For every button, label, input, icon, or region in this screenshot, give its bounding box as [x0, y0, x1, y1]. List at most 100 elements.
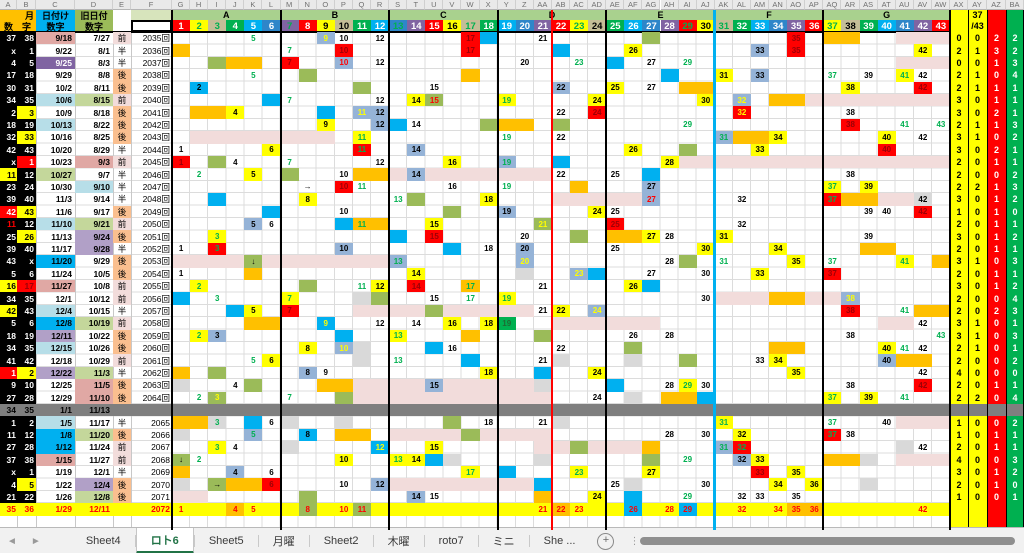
timing-cell[interactable]: 後	[113, 106, 131, 119]
grid-cell[interactable]	[244, 267, 263, 280]
round-cell[interactable]: 2058回	[142, 318, 170, 329]
grid-cell[interactable]	[823, 32, 842, 45]
grid-cell[interactable]	[443, 416, 462, 429]
count-ax[interactable]: 3	[956, 132, 962, 143]
old-date-cell[interactable]: 11/5	[75, 379, 113, 392]
round-cell[interactable]: 2065	[151, 417, 170, 428]
grid-cell[interactable]: 20	[520, 232, 530, 242]
grid-cell[interactable]: 32	[737, 504, 747, 514]
number-header-40[interactable]: 40	[877, 20, 896, 32]
grid-cell[interactable]: 9	[316, 118, 335, 132]
grid-cell[interactable]: 16	[447, 182, 457, 192]
round-cell[interactable]: 2050回	[142, 219, 170, 230]
count-ba[interactable]: 1	[1012, 82, 1018, 93]
count-ba[interactable]: 0	[1012, 479, 1018, 490]
round-cell[interactable]: 2068	[151, 454, 170, 465]
grid-cell[interactable]	[280, 441, 299, 454]
grid-cell[interactable]: 21	[538, 33, 548, 43]
main-num-a[interactable]: 42	[0, 205, 17, 218]
count-ba[interactable]: 3	[1012, 57, 1018, 68]
grid-cell[interactable]: 10	[339, 480, 349, 490]
main-num-a[interactable]: 9	[0, 379, 17, 392]
grid-cell[interactable]: 6	[262, 354, 281, 367]
grid-cell[interactable]	[533, 366, 552, 380]
grid-cell[interactable]: 1	[172, 156, 191, 169]
date-cell[interactable]: 1/22	[55, 479, 72, 490]
timing-cell[interactable]: 半	[117, 243, 127, 254]
column-letter-AN[interactable]: AN	[769, 0, 788, 10]
count-az[interactable]: 2	[993, 305, 999, 316]
grid-cell[interactable]: 23	[574, 504, 584, 514]
grid-cell[interactable]	[461, 329, 480, 342]
round-cell[interactable]: 2066	[151, 429, 170, 440]
grid-cell[interactable]: 32	[732, 441, 751, 454]
round-cell[interactable]: 2062回	[142, 367, 170, 378]
old-date-cell[interactable]: 9/24	[75, 230, 113, 243]
grid-cell[interactable]	[678, 255, 697, 268]
grid-cell[interactable]: 42	[918, 504, 928, 514]
main-num-a[interactable]: 43	[0, 255, 17, 268]
round-cell[interactable]: 2037回	[142, 57, 170, 68]
grid-cell[interactable]: 31	[714, 441, 733, 454]
grid-cell[interactable]: →	[208, 478, 227, 491]
timing-cell[interactable]: 後	[113, 205, 131, 218]
grid-cell[interactable]: 28	[665, 430, 674, 440]
date-cell[interactable]: 9/25	[36, 56, 75, 70]
date-cell[interactable]: 10/16	[50, 132, 72, 143]
count-ba[interactable]: 1	[1012, 144, 1018, 155]
count-az[interactable]: 2	[993, 107, 999, 118]
grid-cell[interactable]: 37	[823, 428, 842, 442]
main-num-a[interactable]: 34	[0, 94, 17, 107]
date-cell[interactable]: 11/6	[55, 206, 72, 217]
count-ba[interactable]: 2	[1012, 45, 1018, 56]
count-ba[interactable]: 3	[1012, 454, 1018, 465]
count-ax[interactable]: 3	[956, 107, 962, 118]
number-header-8[interactable]: 8	[298, 20, 317, 32]
grid-cell[interactable]: 30	[696, 94, 715, 107]
grid-cell[interactable]	[533, 453, 552, 466]
main-num-a[interactable]: 16	[0, 280, 17, 293]
grid-cell[interactable]: 42	[913, 81, 932, 94]
grid-cell[interactable]: 14	[407, 490, 426, 504]
date-cell[interactable]: 12/29	[50, 392, 72, 403]
grid-cell[interactable]	[262, 94, 281, 107]
grid-cell[interactable]: 12	[371, 280, 390, 293]
main-num-a[interactable]: 32	[0, 131, 17, 144]
grid-cell[interactable]	[859, 453, 878, 466]
timing-cell[interactable]: 後	[113, 131, 131, 144]
grid-cell[interactable]: 15	[425, 230, 444, 243]
grid-cell[interactable]	[190, 106, 209, 119]
column-letter-AP[interactable]: AP	[805, 0, 824, 10]
count-ba[interactable]: 1	[1012, 429, 1018, 440]
count-az[interactable]: 0	[993, 355, 999, 366]
main-num-b[interactable]: 40	[17, 193, 36, 206]
count-ba[interactable]: 0	[1012, 206, 1018, 217]
count-ba[interactable]: 1	[1012, 491, 1018, 502]
count-ax[interactable]: 2	[956, 293, 962, 304]
number-header-37[interactable]: 37	[823, 20, 842, 32]
timing-cell[interactable]: 前	[113, 453, 131, 466]
main-num-a[interactable]: 18	[0, 118, 17, 132]
grid-cell[interactable]: 13	[393, 194, 403, 204]
grid-cell[interactable]	[280, 416, 299, 429]
grid-cell[interactable]: 34	[769, 242, 788, 256]
main-num-b[interactable]: 33	[17, 131, 36, 144]
grid-cell[interactable]	[298, 490, 317, 504]
grid-cell[interactable]	[244, 379, 263, 392]
count-ba[interactable]: 4	[1012, 392, 1018, 403]
number-header-28[interactable]: 28	[660, 20, 679, 32]
number-header-27[interactable]: 27	[642, 20, 661, 32]
column-letter-D[interactable]: D	[75, 0, 113, 10]
number-header-25[interactable]: 25	[606, 20, 625, 32]
grid-cell[interactable]: 32	[732, 94, 751, 107]
grid-cell[interactable]: 15	[425, 441, 444, 454]
grid-cell[interactable]: 39	[864, 207, 874, 217]
grid-cell[interactable]: 31	[714, 69, 733, 82]
date-cell[interactable]: 11/27	[36, 280, 75, 293]
column-letter-N[interactable]: N	[298, 0, 317, 10]
main-num-b[interactable]: 2	[17, 366, 36, 380]
number-header-16[interactable]: 16	[443, 20, 462, 32]
count-ax[interactable]: 2	[956, 243, 962, 254]
grid-cell[interactable]: 9	[316, 317, 335, 330]
number-header-20[interactable]: 20	[515, 20, 534, 32]
